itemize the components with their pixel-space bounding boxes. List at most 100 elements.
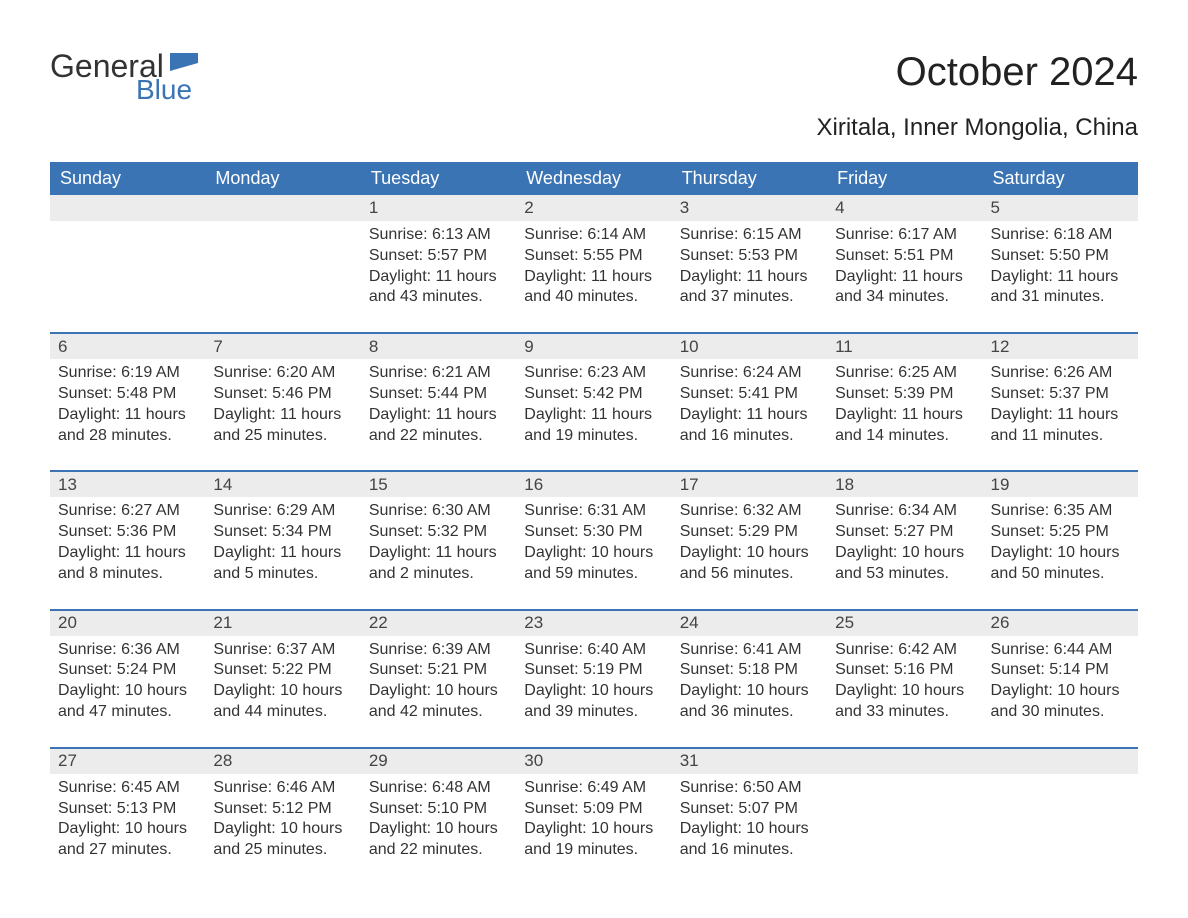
day-number-cell: 15: [361, 471, 516, 497]
week-daynum-row: 12345: [50, 195, 1138, 221]
day-number-cell: 17: [672, 471, 827, 497]
sunrise-line: Sunrise: 6:34 AM: [835, 501, 974, 522]
sunset-line: Sunset: 5:41 PM: [680, 384, 819, 405]
sunrise-line: Sunrise: 6:14 AM: [524, 225, 663, 246]
daylight-line: Daylight: 11 hours and 16 minutes.: [680, 405, 819, 447]
day-detail-cell: Sunrise: 6:39 AMSunset: 5:21 PMDaylight:…: [361, 636, 516, 748]
sunrise-line: Sunrise: 6:39 AM: [369, 640, 508, 661]
daylight-line: Daylight: 10 hours and 22 minutes.: [369, 819, 508, 861]
sunrise-line: Sunrise: 6:44 AM: [991, 640, 1130, 661]
daylight-line: Daylight: 10 hours and 56 minutes.: [680, 543, 819, 585]
daylight-line: Daylight: 10 hours and 19 minutes.: [524, 819, 663, 861]
sunrise-line: Sunrise: 6:31 AM: [524, 501, 663, 522]
day-number-cell: 28: [205, 748, 360, 774]
daylight-line: Daylight: 11 hours and 31 minutes.: [991, 267, 1130, 309]
day-detail-cell: [983, 774, 1138, 885]
day-detail-cell: Sunrise: 6:20 AMSunset: 5:46 PMDaylight:…: [205, 359, 360, 471]
day-number-cell: 18: [827, 471, 982, 497]
day-number-cell: 19: [983, 471, 1138, 497]
sunset-line: Sunset: 5:25 PM: [991, 522, 1130, 543]
day-number-cell: 5: [983, 195, 1138, 221]
sunset-line: Sunset: 5:14 PM: [991, 660, 1130, 681]
sunrise-line: Sunrise: 6:23 AM: [524, 363, 663, 384]
day-detail-cell: Sunrise: 6:41 AMSunset: 5:18 PMDaylight:…: [672, 636, 827, 748]
sunrise-line: Sunrise: 6:50 AM: [680, 778, 819, 799]
day-detail-cell: Sunrise: 6:34 AMSunset: 5:27 PMDaylight:…: [827, 497, 982, 609]
day-detail-cell: Sunrise: 6:32 AMSunset: 5:29 PMDaylight:…: [672, 497, 827, 609]
sunset-line: Sunset: 5:46 PM: [213, 384, 352, 405]
day-detail-cell: Sunrise: 6:35 AMSunset: 5:25 PMDaylight:…: [983, 497, 1138, 609]
daylight-line: Daylight: 10 hours and 50 minutes.: [991, 543, 1130, 585]
sunset-line: Sunset: 5:42 PM: [524, 384, 663, 405]
weekday-header: Friday: [827, 162, 982, 195]
day-detail-cell: Sunrise: 6:49 AMSunset: 5:09 PMDaylight:…: [516, 774, 671, 885]
sunset-line: Sunset: 5:07 PM: [680, 799, 819, 820]
day-number-cell: 10: [672, 333, 827, 359]
day-number-cell: 27: [50, 748, 205, 774]
sunset-line: Sunset: 5:30 PM: [524, 522, 663, 543]
day-number-cell: 16: [516, 471, 671, 497]
week-detail-row: Sunrise: 6:13 AMSunset: 5:57 PMDaylight:…: [50, 221, 1138, 333]
day-number-cell: 29: [361, 748, 516, 774]
daylight-line: Daylight: 11 hours and 14 minutes.: [835, 405, 974, 447]
weekday-header: Monday: [205, 162, 360, 195]
day-number-cell: 12: [983, 333, 1138, 359]
day-detail-cell: Sunrise: 6:19 AMSunset: 5:48 PMDaylight:…: [50, 359, 205, 471]
day-detail-cell: Sunrise: 6:37 AMSunset: 5:22 PMDaylight:…: [205, 636, 360, 748]
day-detail-cell: Sunrise: 6:31 AMSunset: 5:30 PMDaylight:…: [516, 497, 671, 609]
day-detail-cell: Sunrise: 6:15 AMSunset: 5:53 PMDaylight:…: [672, 221, 827, 333]
sunrise-line: Sunrise: 6:20 AM: [213, 363, 352, 384]
sunset-line: Sunset: 5:19 PM: [524, 660, 663, 681]
day-detail-cell: [827, 774, 982, 885]
daylight-line: Daylight: 10 hours and 47 minutes.: [58, 681, 197, 723]
sunset-line: Sunset: 5:51 PM: [835, 246, 974, 267]
day-detail-cell: Sunrise: 6:17 AMSunset: 5:51 PMDaylight:…: [827, 221, 982, 333]
daylight-line: Daylight: 10 hours and 16 minutes.: [680, 819, 819, 861]
day-number-cell: 21: [205, 610, 360, 636]
sunset-line: Sunset: 5:10 PM: [369, 799, 508, 820]
sunset-line: Sunset: 5:37 PM: [991, 384, 1130, 405]
day-detail-cell: Sunrise: 6:48 AMSunset: 5:10 PMDaylight:…: [361, 774, 516, 885]
sunset-line: Sunset: 5:12 PM: [213, 799, 352, 820]
sunrise-line: Sunrise: 6:35 AM: [991, 501, 1130, 522]
day-detail-cell: Sunrise: 6:50 AMSunset: 5:07 PMDaylight:…: [672, 774, 827, 885]
sunset-line: Sunset: 5:57 PM: [369, 246, 508, 267]
sunrise-line: Sunrise: 6:17 AM: [835, 225, 974, 246]
weekday-header-row: SundayMondayTuesdayWednesdayThursdayFrid…: [50, 162, 1138, 195]
day-number-cell: 26: [983, 610, 1138, 636]
weekday-header: Saturday: [983, 162, 1138, 195]
sunrise-line: Sunrise: 6:42 AM: [835, 640, 974, 661]
daylight-line: Daylight: 11 hours and 5 minutes.: [213, 543, 352, 585]
sunset-line: Sunset: 5:13 PM: [58, 799, 197, 820]
day-number-cell: [205, 195, 360, 221]
day-detail-cell: Sunrise: 6:24 AMSunset: 5:41 PMDaylight:…: [672, 359, 827, 471]
daylight-line: Daylight: 11 hours and 34 minutes.: [835, 267, 974, 309]
location-label: Xiritala, Inner Mongolia, China: [50, 114, 1138, 142]
day-number-cell: [827, 748, 982, 774]
sunset-line: Sunset: 5:16 PM: [835, 660, 974, 681]
sunset-line: Sunset: 5:29 PM: [680, 522, 819, 543]
sunset-line: Sunset: 5:55 PM: [524, 246, 663, 267]
header: General Blue October 2024: [50, 50, 1138, 106]
daylight-line: Daylight: 10 hours and 44 minutes.: [213, 681, 352, 723]
sunrise-line: Sunrise: 6:40 AM: [524, 640, 663, 661]
sunrise-line: Sunrise: 6:27 AM: [58, 501, 197, 522]
sunset-line: Sunset: 5:39 PM: [835, 384, 974, 405]
daylight-line: Daylight: 10 hours and 59 minutes.: [524, 543, 663, 585]
sunrise-line: Sunrise: 6:29 AM: [213, 501, 352, 522]
day-number-cell: 22: [361, 610, 516, 636]
daylight-line: Daylight: 10 hours and 53 minutes.: [835, 543, 974, 585]
day-detail-cell: Sunrise: 6:13 AMSunset: 5:57 PMDaylight:…: [361, 221, 516, 333]
sunrise-line: Sunrise: 6:32 AM: [680, 501, 819, 522]
daylight-line: Daylight: 11 hours and 43 minutes.: [369, 267, 508, 309]
day-detail-cell: Sunrise: 6:42 AMSunset: 5:16 PMDaylight:…: [827, 636, 982, 748]
day-detail-cell: Sunrise: 6:30 AMSunset: 5:32 PMDaylight:…: [361, 497, 516, 609]
day-detail-cell: Sunrise: 6:44 AMSunset: 5:14 PMDaylight:…: [983, 636, 1138, 748]
daylight-line: Daylight: 11 hours and 22 minutes.: [369, 405, 508, 447]
sunset-line: Sunset: 5:27 PM: [835, 522, 974, 543]
logo-word2: Blue: [136, 74, 198, 106]
sunrise-line: Sunrise: 6:37 AM: [213, 640, 352, 661]
calendar-table: SundayMondayTuesdayWednesdayThursdayFrid…: [50, 162, 1138, 885]
sunrise-line: Sunrise: 6:19 AM: [58, 363, 197, 384]
sunset-line: Sunset: 5:18 PM: [680, 660, 819, 681]
